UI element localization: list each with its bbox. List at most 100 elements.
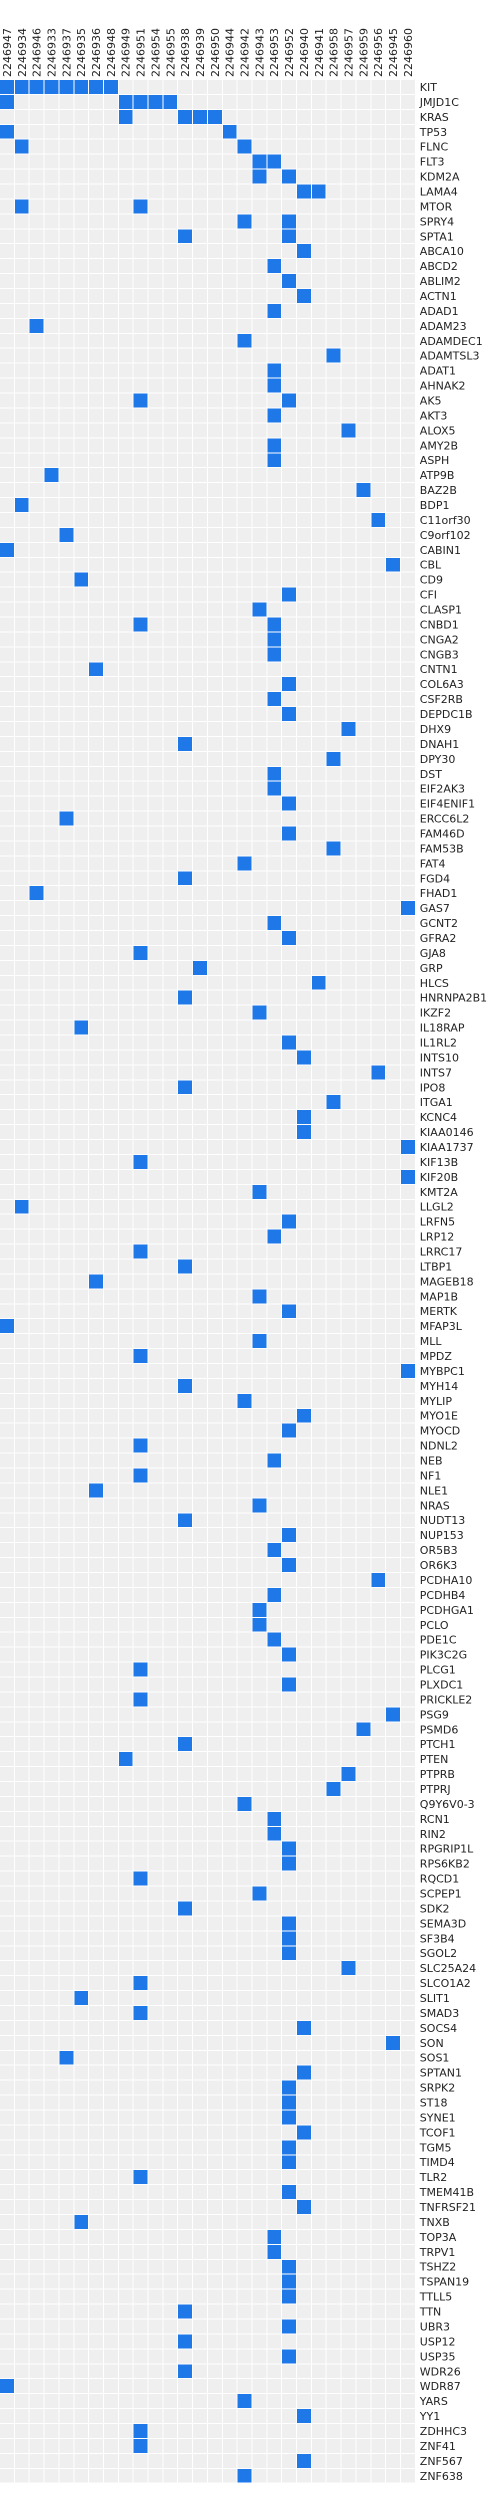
empty-cell [356,468,371,483]
empty-cell [267,975,282,990]
empty-cell [282,602,296,617]
empty-cell [0,438,14,453]
gene-label: NDNL2 [420,1440,458,1453]
empty-cell [29,1811,44,1826]
empty-cell [207,2155,222,2170]
empty-cell [103,2334,118,2349]
empty-cell [222,393,237,408]
empty-cell [44,811,59,826]
mutation-cell [252,154,267,169]
empty-cell [222,1543,237,1558]
empty-cell [252,617,267,632]
empty-cell [89,2334,103,2349]
empty-cell [282,916,296,931]
empty-cell [222,1826,237,1841]
empty-cell [311,1677,326,1692]
empty-cell [44,871,59,886]
empty-cell [103,677,118,692]
empty-cell [59,214,74,229]
empty-cell [341,124,356,139]
empty-cell [207,2304,222,2319]
empty-cell [29,736,44,751]
empty-cell [207,1199,222,1214]
mutation-cell [133,199,148,214]
empty-cell [148,781,163,796]
empty-cell [0,229,14,244]
empty-cell [89,1722,103,1737]
empty-cell [326,393,341,408]
empty-cell [118,542,133,557]
empty-cell [29,289,44,303]
empty-cell [29,1140,44,1154]
empty-cell [311,1125,326,1140]
empty-cell [237,1110,252,1125]
empty-cell [326,1677,341,1692]
gene-label: NUP153 [420,1529,464,1542]
mutation-cell [326,751,341,766]
empty-cell [0,1229,14,1244]
empty-cell [252,348,267,363]
gene-label: SDK2 [420,1902,450,1915]
empty-cell [297,1349,311,1363]
empty-cell [267,2035,282,2050]
empty-cell [326,1856,341,1871]
empty-cell [356,184,371,199]
empty-cell [297,1154,311,1169]
empty-cell [89,2155,103,2170]
empty-cell [44,2379,59,2394]
empty-cell [297,1841,311,1856]
empty-cell [386,2170,400,2185]
empty-cell [133,2289,148,2304]
gene-label: NRAS [420,1499,450,1512]
empty-cell [207,1304,222,1319]
empty-cell [148,990,163,1005]
empty-cell [222,901,237,916]
empty-cell [178,1408,193,1423]
empty-cell [133,109,148,124]
empty-cell [118,1393,133,1408]
empty-cell [341,139,356,154]
empty-cell [103,1946,118,1961]
empty-cell [207,2394,222,2409]
empty-cell [178,2185,193,2200]
empty-cell [118,602,133,617]
empty-cell [0,1573,14,1587]
empty-cell [400,393,415,408]
empty-cell [193,1453,207,1468]
empty-cell [356,2110,371,2125]
empty-cell [103,1647,118,1662]
empty-cell [148,1692,163,1707]
empty-cell [193,1528,207,1543]
empty-cell [297,602,311,617]
empty-cell [89,1677,103,1692]
empty-cell [59,1005,74,1020]
empty-cell [222,2349,237,2364]
empty-cell [386,1289,400,1304]
empty-cell [282,1289,296,1304]
gene-label: HLCS [420,977,449,990]
empty-cell [59,318,74,333]
empty-cell [222,1259,237,1274]
empty-cell [0,2110,14,2125]
empty-cell [282,527,296,542]
empty-cell [237,289,252,303]
empty-cell [371,1946,386,1961]
empty-cell [252,2424,267,2438]
gene-label: MERTK [420,1305,458,1318]
empty-cell [118,1871,133,1886]
empty-cell [341,2080,356,2095]
empty-cell [133,1125,148,1140]
empty-cell [14,483,29,498]
empty-cell [44,1558,59,1572]
empty-cell [371,811,386,826]
empty-cell [297,1468,311,1483]
empty-cell [371,1483,386,1498]
empty-cell [252,1408,267,1423]
gene-label: RPGRIP1L [420,1843,474,1856]
empty-cell [237,124,252,139]
empty-cell [74,1125,89,1140]
empty-cell [74,901,89,916]
empty-cell [133,692,148,707]
empty-cell [0,1199,14,1214]
empty-cell [74,1080,89,1095]
